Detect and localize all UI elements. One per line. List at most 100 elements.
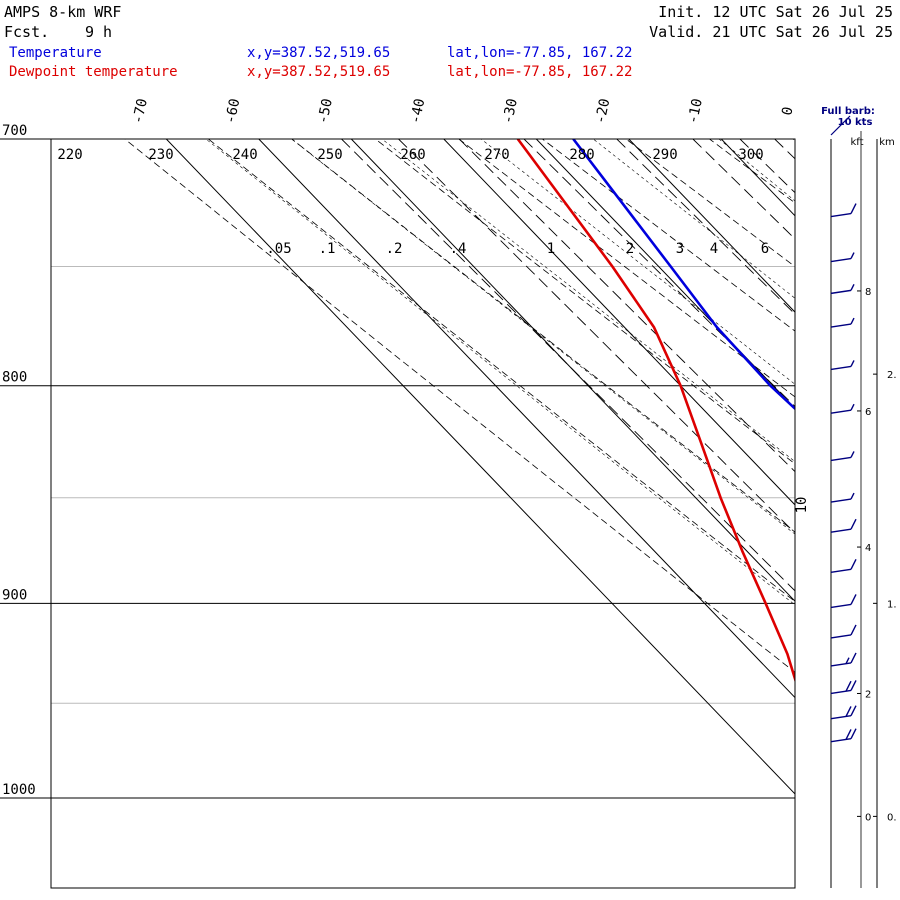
barb-legend-title: Full barb: — [821, 106, 875, 117]
isotherm-line — [535, 139, 795, 410]
km-axis-label: km — [879, 137, 895, 148]
isotherm-label: 10 — [794, 497, 810, 514]
legend-barb — [830, 115, 851, 136]
wind-barb — [830, 728, 857, 743]
isotherm-line — [443, 139, 795, 506]
isotherm-label: 0 — [779, 105, 796, 117]
moist-adiabat-line — [718, 139, 795, 202]
mixing-ratio-line — [692, 139, 795, 240]
kft-tick-label: 4 — [865, 543, 871, 554]
wind-barb — [830, 492, 855, 503]
wind-barb — [830, 403, 855, 414]
dry-adiabat-label: 280 — [569, 147, 594, 163]
isotherm-line — [868, 99, 900, 888]
wind-barb — [830, 518, 857, 533]
isotherm-label: -30 — [500, 97, 521, 125]
wind-barb — [830, 594, 857, 609]
wind-barb — [830, 680, 857, 695]
kft-tick-label: 8 — [865, 287, 871, 298]
mixing-ratio-line — [341, 139, 795, 592]
isotherm-line — [720, 139, 795, 217]
fcst-value: 9 h — [85, 23, 112, 41]
wind-barb-column: Full barb: 10 kts kft km 8 6 4 2 0 2. 1. 0. — [821, 106, 897, 888]
isotherm-line — [628, 139, 795, 313]
dry-adiabat-label: 230 — [148, 147, 173, 163]
background-grid — [0, 138, 795, 799]
wind-barb — [830, 203, 857, 218]
isotherm-label: -70 — [130, 97, 151, 125]
mixing-ratio-line — [523, 139, 795, 408]
dry-adiabat-line — [792, 139, 795, 141]
dry-adiabat-label: 300 — [738, 147, 763, 163]
dry-adiabat-label: 220 — [57, 147, 82, 163]
kft-tick-label: 6 — [865, 407, 871, 418]
mixing-ratio-line — [774, 139, 795, 160]
km-tick-label: 0. — [887, 812, 897, 823]
mixing-ratio-line — [825, 139, 900, 900]
kft-tick-label: 2 — [865, 689, 871, 700]
mixing-ratio-label: 2 — [626, 241, 634, 257]
plot-border — [50, 138, 796, 889]
mixing-ratio-label: .1 — [319, 241, 336, 257]
kft-axis-label: kft — [850, 137, 863, 148]
isotherm-label: -40 — [407, 97, 428, 125]
wind-barb — [830, 360, 855, 371]
mixing-ratio-label: 4 — [710, 241, 718, 257]
moist-adiabat-line — [320, 0, 900, 888]
mixing-ratio-label: 6 — [761, 241, 769, 257]
mixing-ratio-label: 3 — [676, 241, 684, 257]
isotherm-lines — [165, 99, 900, 888]
km-tick-label: 1. — [887, 599, 897, 610]
init-time: Init. 12 UTC Sat 26 Jul 25 — [658, 3, 893, 21]
wind-barb — [830, 252, 855, 263]
km-tick-label: 2. — [887, 370, 897, 381]
wind-barb — [830, 652, 857, 667]
valid-time: Valid. 21 UTC Sat 26 Jul 25 — [649, 23, 893, 41]
temperature-profile — [572, 139, 795, 411]
mixing-ratio-label: 1 — [547, 241, 555, 257]
dry-adiabat-label: 260 — [400, 147, 425, 163]
wind-barb — [830, 451, 855, 462]
mixing-ratio-line — [398, 139, 795, 534]
isotherm-line — [258, 139, 795, 699]
moist-adiabat-line — [592, 139, 795, 299]
isotherm-line — [165, 139, 795, 795]
mixing-ratio-label: .2 — [386, 241, 403, 257]
dry-adiabat-label: 250 — [317, 147, 342, 163]
isotherm-label: -10 — [685, 97, 706, 125]
fcst-label: Fcst. — [4, 23, 49, 41]
dry-adiabat-label: 270 — [484, 147, 509, 163]
legend-temperature-name: Temperature — [9, 45, 102, 61]
pressure-tick-label: 1000 — [2, 782, 36, 798]
barb-legend-value: 10 kts — [838, 117, 873, 128]
isotherm-line — [775, 99, 900, 888]
kft-tick-label: 0 — [865, 812, 871, 823]
dry-adiabat-label: 240 — [232, 147, 257, 163]
dry-adiabat-label: 290 — [652, 147, 677, 163]
mixing-ratio-lines — [341, 139, 900, 900]
pressure-tick-label: 700 — [2, 123, 27, 139]
mixing-ratio-line — [616, 139, 795, 315]
diagram-labels: 700 800 900 1000 -70 -60 -50 -40 -30 -20 -10 0 10 220… — [2, 97, 810, 798]
dry-adiabat-line — [708, 139, 795, 204]
dewpoint-profile — [516, 139, 795, 684]
mixing-ratio-label: .4 — [450, 241, 467, 257]
dry-adiabat-line — [625, 139, 795, 268]
isotherm-label: -20 — [592, 97, 613, 125]
legend-dewpoint-latlon: lat,lon=-77.85, 167.22 — [447, 64, 632, 80]
wind-barb — [830, 284, 855, 295]
sounding-profiles — [516, 139, 795, 684]
pressure-tick-label: 900 — [2, 587, 27, 603]
wind-barb — [830, 558, 857, 573]
pressure-tick-label: 800 — [2, 370, 27, 386]
